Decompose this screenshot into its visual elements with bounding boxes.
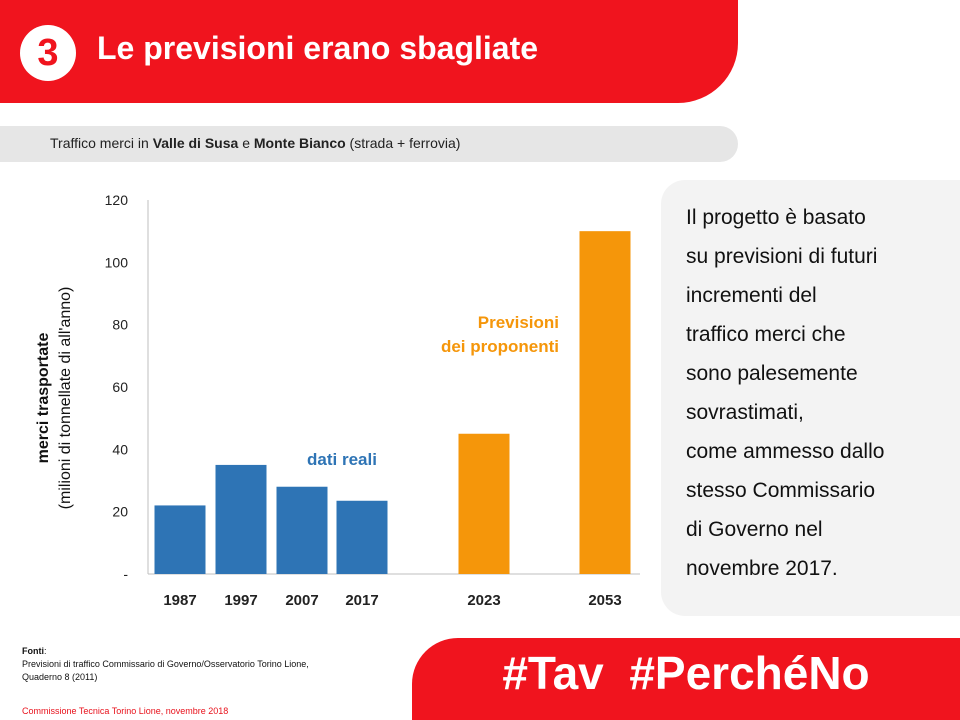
bar-1987 xyxy=(154,505,206,574)
subtitle-bar: Traffico merci in Valle di Susa e Monte … xyxy=(0,126,738,162)
subtitle-suffix: (strada + ferrovia) xyxy=(345,135,461,151)
sources-heading: Fonti: xyxy=(22,645,309,658)
header-bar: 3 Le previsioni erano sbagliate xyxy=(0,0,738,103)
annotation-forecast-line-2: dei proponenti xyxy=(441,337,559,356)
freight-bar-chart: merci trasportate (milioni di tonnellate… xyxy=(35,192,640,609)
y-tick-label: 80 xyxy=(112,317,128,333)
subtitle-place-2: Monte Bianco xyxy=(253,135,346,151)
bar-2053 xyxy=(579,231,631,574)
bar-1997 xyxy=(215,464,267,574)
sources-line-1: Previsioni di traffico Commissario di Go… xyxy=(22,659,309,669)
bar-2023 xyxy=(458,433,510,574)
x-tick-label: 1987 xyxy=(163,592,196,609)
y-ticks: - 20 40 60 80 100 120 xyxy=(105,192,129,582)
sources-note: Fonti: Previsioni di traffico Commissari… xyxy=(22,645,309,684)
side-panel: Il progetto è basato su previsioni di fu… xyxy=(661,180,960,616)
x-tick-label: 2017 xyxy=(345,592,378,609)
chart-subtitle: Traffico merci in Valle di Susa e Monte … xyxy=(50,135,460,151)
y-tick-label: 120 xyxy=(105,192,129,208)
x-tick-label: 2053 xyxy=(588,592,621,609)
side-panel-text: Il progetto è basato su previsioni di fu… xyxy=(686,206,885,580)
subtitle-conjunction: e xyxy=(238,135,254,151)
y-tick-label: - xyxy=(123,566,128,582)
y-axis-label-line-2: (milioni di tonnellate di all'anno) xyxy=(57,287,74,510)
hashtag-bar: #Tav #PerchéNo xyxy=(412,638,960,720)
x-tick-label: 2023 xyxy=(467,592,500,609)
annotation-actual-data: dati reali xyxy=(307,450,377,469)
subtitle-prefix: Traffico merci in xyxy=(50,135,153,151)
slide-title: Le previsioni erano sbagliate xyxy=(97,30,539,66)
y-tick-label: 20 xyxy=(112,504,128,520)
y-tick-label: 100 xyxy=(105,254,129,270)
hashtag-text: #Tav #PerchéNo xyxy=(502,647,870,699)
y-tick-label: 40 xyxy=(112,441,128,457)
sources-label: Fonti xyxy=(22,646,44,656)
slide-number-badge: 3 xyxy=(20,25,76,81)
bar-2017 xyxy=(336,500,388,574)
sources-colon: : xyxy=(44,646,47,656)
subtitle-place-1: Valle di Susa xyxy=(152,135,239,151)
x-tick-label: 2007 xyxy=(285,592,318,609)
x-tick-label: 1997 xyxy=(224,592,257,609)
bars xyxy=(154,231,631,574)
footer-credit: Commissione Tecnica Torino Lione, novemb… xyxy=(22,706,229,716)
y-axis-label-line-1: merci trasportate xyxy=(35,333,52,464)
y-tick-label: 60 xyxy=(112,379,128,395)
bar-2007 xyxy=(276,486,328,574)
annotation-forecast-line-1: Previsioni xyxy=(478,313,559,332)
sources-line-2: Quaderno 8 (2011) xyxy=(22,672,98,682)
x-tick-labels: 1987 1997 2007 2017 2023 2053 xyxy=(163,592,621,609)
y-axis-label: merci trasportate (milioni di tonnellate… xyxy=(35,287,74,510)
